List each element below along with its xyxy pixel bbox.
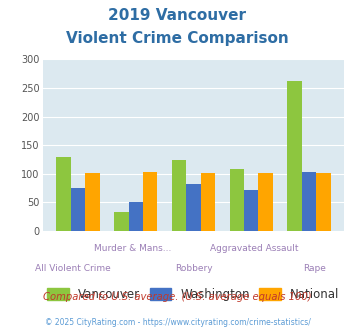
Text: Violent Crime Comparison: Violent Crime Comparison	[66, 31, 289, 46]
Bar	[186, 183, 201, 231]
Bar	[244, 190, 258, 231]
Text: All Violent Crime: All Violent Crime	[35, 264, 111, 273]
Bar	[71, 187, 85, 231]
Text: Murder & Mans...: Murder & Mans...	[94, 244, 172, 253]
Text: Rape: Rape	[303, 264, 326, 273]
Text: Robbery: Robbery	[175, 264, 212, 273]
Bar	[258, 173, 273, 231]
Legend: Vancouver, Washington, National: Vancouver, Washington, National	[48, 288, 339, 301]
Text: Aggravated Assault: Aggravated Assault	[209, 244, 298, 253]
Bar	[143, 172, 157, 231]
Bar	[302, 172, 316, 231]
Text: Compared to U.S. average. (U.S. average equals 100): Compared to U.S. average. (U.S. average …	[43, 292, 312, 302]
Bar	[129, 202, 143, 231]
Bar	[85, 173, 100, 231]
Text: © 2025 CityRating.com - https://www.cityrating.com/crime-statistics/: © 2025 CityRating.com - https://www.city…	[45, 318, 310, 327]
Text: 2019 Vancouver: 2019 Vancouver	[109, 8, 246, 23]
Bar	[316, 173, 331, 231]
Bar	[172, 159, 186, 231]
Bar	[287, 81, 302, 231]
Bar	[230, 169, 244, 231]
Bar	[114, 212, 129, 231]
Bar	[201, 173, 215, 231]
Bar	[56, 157, 71, 231]
